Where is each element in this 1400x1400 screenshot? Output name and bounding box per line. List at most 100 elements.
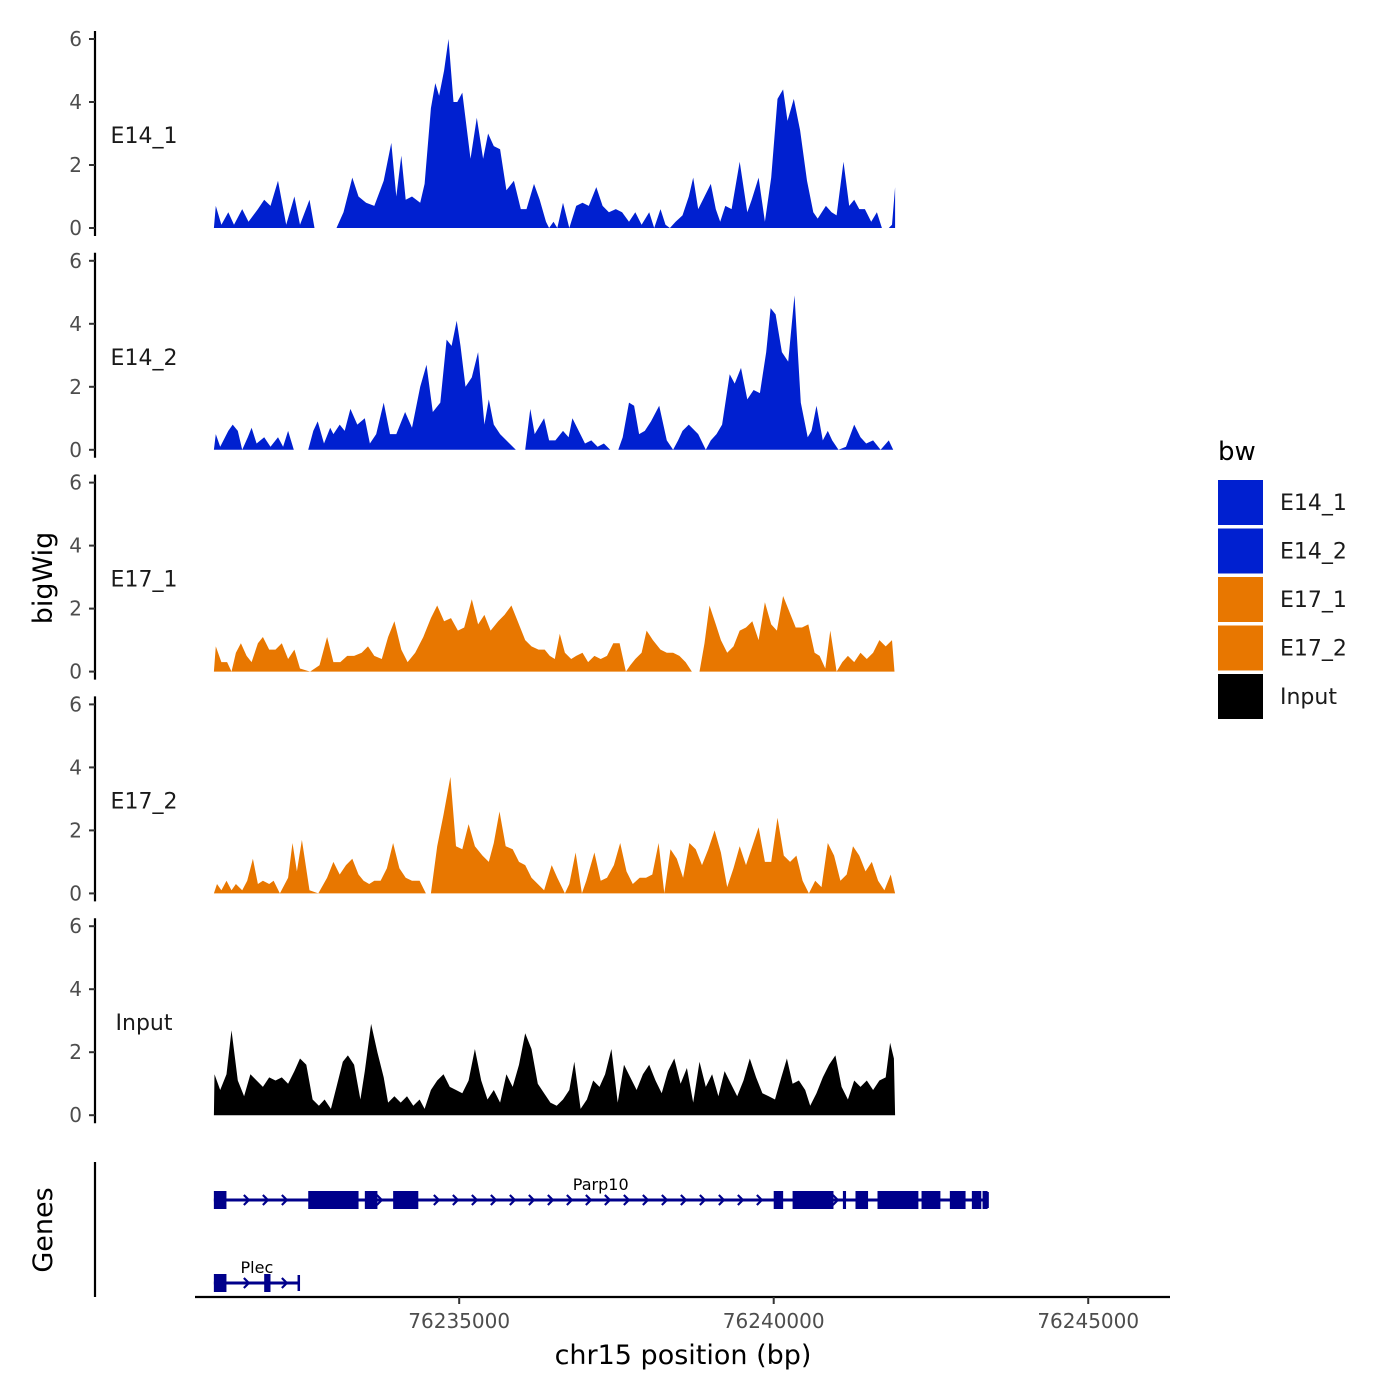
strand-arrow — [243, 1194, 251, 1206]
gene-exon — [855, 1191, 869, 1209]
legend-label: E17_1 — [1280, 588, 1347, 613]
legend-swatch-input — [1218, 674, 1263, 719]
strand-arrow — [623, 1194, 631, 1206]
gene-panel: Parp10 Plec — [93, 1162, 989, 1297]
x-tick-label: 76235000 — [408, 1309, 510, 1333]
y-tick-label: 6 — [69, 692, 82, 716]
y-tick-label: 2 — [69, 597, 82, 621]
track-label: E14_2 — [111, 346, 178, 371]
y-tick-label: 0 — [69, 216, 82, 240]
legend-swatch-e17_1 — [1218, 577, 1263, 622]
strand-arrow — [718, 1194, 726, 1206]
signal-area-input — [213, 1023, 896, 1116]
legend: bw E14_1 E14_2 E17_1 E17_2 Input — [1218, 437, 1347, 719]
y-tick-label: 6 — [69, 249, 82, 273]
gene-name-label: Plec — [241, 1258, 274, 1277]
strand-arrow — [490, 1194, 498, 1206]
strand-arrow — [376, 1194, 384, 1206]
gene-exon — [264, 1274, 271, 1292]
gene-exon — [949, 1191, 966, 1209]
y-tick-label: 4 — [69, 755, 82, 779]
gene-plec: Plec — [213, 1258, 301, 1292]
legend-swatch-e14_1 — [1218, 480, 1263, 525]
strand-arrow — [433, 1194, 441, 1206]
strand-arrow — [756, 1194, 764, 1206]
track-e14_1: 0 2 4 6 E14_1 — [69, 27, 896, 240]
y-tick-label: 0 — [69, 660, 82, 684]
x-axis: 76235000 76240000 76245000 — [195, 1295, 1170, 1333]
strand-arrow — [680, 1194, 688, 1206]
strand-arrow — [737, 1194, 745, 1206]
strand-arrow — [832, 1194, 840, 1206]
gene-exon — [842, 1191, 847, 1209]
y-tick-label: 6 — [69, 471, 82, 495]
strand-arrow — [528, 1194, 536, 1206]
x-tick-label: 76245000 — [1037, 1309, 1139, 1333]
gene-exon — [213, 1191, 227, 1209]
strand-arrow — [262, 1194, 270, 1206]
signal-area-e14_2 — [213, 295, 894, 450]
track-e17_2: 0 2 4 6 E17_2 — [69, 692, 896, 905]
gene-exon — [921, 1191, 941, 1209]
y-tick-label: 2 — [69, 153, 82, 177]
y-tick-label: 0 — [69, 438, 82, 462]
track-input: 0 2 4 6 Input — [69, 914, 896, 1127]
y-axis-title: bigWig — [28, 532, 59, 625]
legend-label: E17_2 — [1280, 637, 1347, 662]
gene-exon — [213, 1274, 227, 1292]
signal-area-e17_1 — [213, 596, 895, 672]
track-label: Input — [116, 1011, 173, 1036]
legend-title: bw — [1218, 437, 1256, 467]
y-tick-label: 0 — [69, 1103, 82, 1127]
y-tick-label: 4 — [69, 90, 82, 114]
legend-label: Input — [1280, 685, 1337, 710]
gene-exon — [773, 1191, 784, 1209]
signal-tracks: 0 2 4 6 E14_1 0 2 4 6 E14_2 0 2 4 6 E17_1 0 2 4 6 E17_2 0 2 4 6… — [69, 27, 896, 1127]
strand-arrow — [281, 1277, 289, 1289]
y-tick-label: 4 — [69, 534, 82, 558]
gene-exon — [877, 1191, 919, 1209]
track-e14_2: 0 2 4 6 E14_2 — [69, 249, 894, 462]
genes-axis-title: Genes — [28, 1187, 59, 1272]
strand-arrow — [604, 1194, 612, 1206]
signal-area-e17_2 — [213, 776, 896, 894]
y-tick-label: 2 — [69, 1040, 82, 1064]
y-tick-label: 6 — [69, 27, 82, 51]
strand-arrow — [281, 1194, 289, 1206]
gene-exon — [971, 1191, 982, 1209]
track-label: E17_1 — [111, 568, 178, 593]
strand-arrow — [547, 1194, 555, 1206]
legend-label: E14_1 — [1280, 491, 1347, 516]
gene-exon — [792, 1191, 834, 1209]
y-tick-label: 4 — [69, 312, 82, 336]
strand-arrow — [585, 1194, 593, 1206]
strand-arrow — [243, 1277, 251, 1289]
y-tick-label: 0 — [69, 881, 82, 905]
strand-arrow — [452, 1194, 460, 1206]
gene-exon — [364, 1191, 378, 1209]
strand-arrow — [661, 1194, 669, 1206]
strand-arrow — [642, 1194, 650, 1206]
y-tick-label: 2 — [69, 818, 82, 842]
y-tick-label: 6 — [69, 914, 82, 938]
gene-name-label: Parp10 — [573, 1175, 629, 1194]
gene-parp10: Parp10 — [213, 1175, 989, 1209]
track-e17_1: 0 2 4 6 E17_1 — [69, 471, 895, 684]
gene-exon — [393, 1191, 419, 1209]
gene-exon — [308, 1191, 359, 1209]
track-label: E14_1 — [111, 124, 178, 149]
signal-area-e14_1 — [213, 39, 896, 228]
legend-swatch-e17_2 — [1218, 625, 1263, 671]
x-axis-title: chr15 position (bp) — [555, 1340, 812, 1371]
gene-exon — [982, 1191, 988, 1209]
y-tick-label: 2 — [69, 375, 82, 399]
x-tick-label: 76240000 — [723, 1309, 825, 1333]
legend-swatch-e14_2 — [1218, 528, 1263, 574]
strand-arrow — [471, 1194, 479, 1206]
strand-arrow — [509, 1194, 517, 1206]
y-tick-label: 4 — [69, 977, 82, 1001]
strand-arrow — [699, 1194, 707, 1206]
legend-label: E14_2 — [1280, 540, 1347, 565]
strand-arrow — [566, 1194, 574, 1206]
